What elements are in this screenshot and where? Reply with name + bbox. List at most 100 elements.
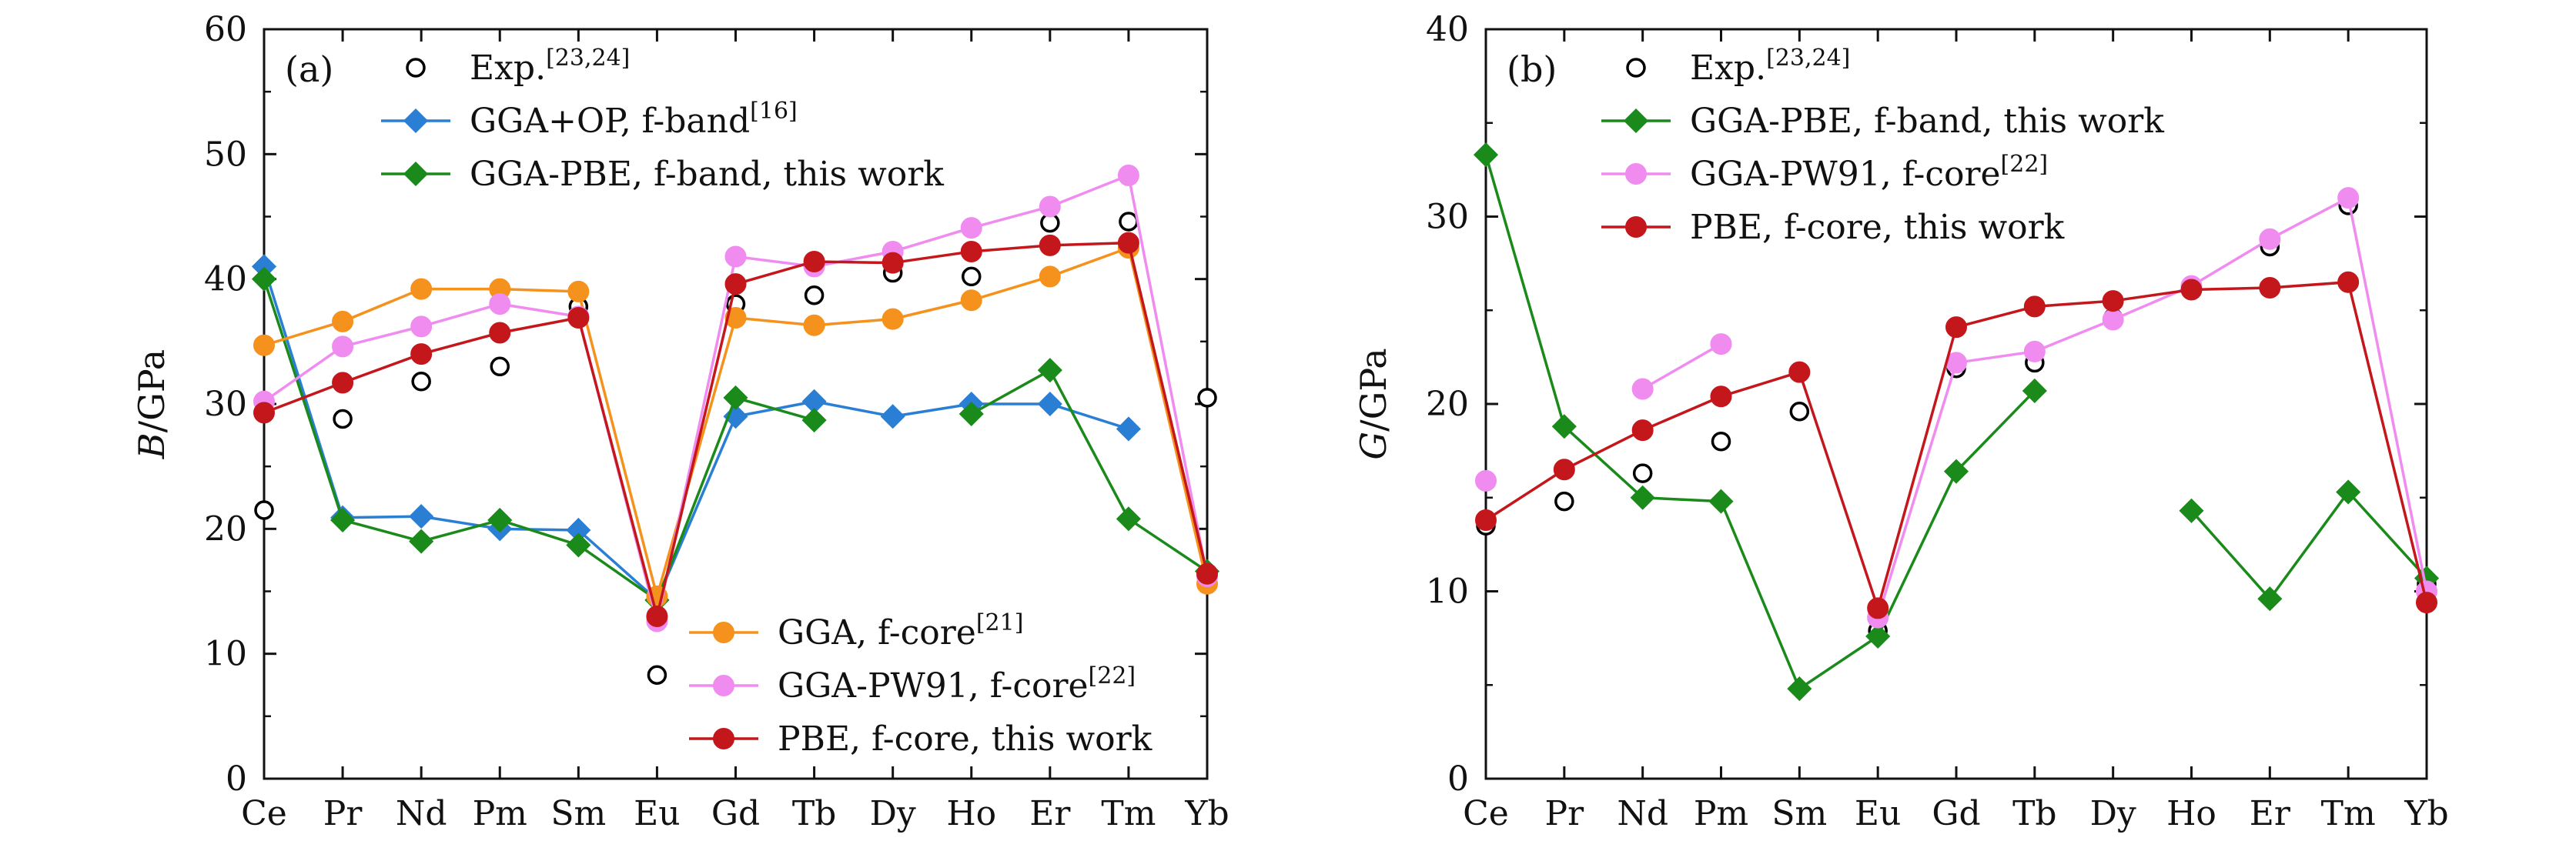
- point-pbecore-Er: [1039, 234, 1061, 256]
- point-exp-Pm: [490, 356, 510, 377]
- point-pbecore-Pr: [1553, 459, 1575, 481]
- point-pbecore-Tm: [2337, 271, 2360, 293]
- point-exp-Sm: [1789, 401, 1810, 422]
- point-pw91core-Nd: [1631, 378, 1654, 400]
- point-exp-Ho: [962, 266, 982, 287]
- point-opband-Tm: [1116, 416, 1141, 442]
- point-ggacore-Ce: [253, 334, 275, 356]
- x-tick-label-Tb: Tb: [2012, 794, 2057, 833]
- y-tick-label: 60: [204, 10, 247, 49]
- x-tick-label-Sm: Sm: [550, 794, 606, 833]
- x-tick-label-Ce: Ce: [241, 794, 287, 833]
- point-exp-Yb: [1197, 388, 1217, 408]
- point-pw91core-Tm: [1117, 164, 1139, 186]
- point-pbecore-Yb: [1196, 562, 1218, 585]
- point-ggacore-Nd: [410, 278, 433, 300]
- y-tick-label: 0: [1447, 759, 1469, 799]
- series-exp: [1476, 195, 2437, 641]
- y-tick-label: 10: [204, 635, 247, 674]
- point-pbecore-Nd: [1631, 419, 1654, 442]
- legend-entry-ggacore: GGA, f-core[21]: [689, 609, 1023, 652]
- y-tick-label: 40: [1426, 10, 1469, 49]
- x-tick-label-Tm: Tm: [2321, 794, 2376, 833]
- legend-marker-pw91core: [713, 675, 734, 696]
- legend-entry-pbeband: GGA-PBE, f-band, this work: [1601, 102, 2164, 141]
- x-tick-label-Nd: Nd: [1617, 794, 1668, 833]
- legend-entry-pw91core: GGA-PW91, f-core[22]: [689, 662, 1136, 706]
- series-pw91core: [1475, 187, 2437, 629]
- point-pbecore-Ce: [253, 402, 275, 424]
- y-tick-label: 30: [204, 385, 247, 424]
- legend-label-ggacore: GGA, f-core[21]: [778, 609, 1023, 652]
- point-pbeband-Pr: [1551, 414, 1577, 439]
- point-pbeband-Tm: [1116, 506, 1141, 532]
- x-tick-label-Gd: Gd: [711, 794, 760, 833]
- point-pbecore-Tb: [2023, 295, 2046, 318]
- point-pw91core-Er: [2259, 228, 2281, 250]
- point-pbeband-Pm: [487, 507, 513, 533]
- point-exp-Nd: [1632, 463, 1653, 483]
- point-pbeband-Nd: [1630, 485, 1655, 510]
- point-exp-Pr: [333, 409, 353, 429]
- point-pbecore-Ho: [2180, 279, 2203, 301]
- point-exp-Tb: [804, 285, 825, 305]
- panel-a-bulk-modulus-chart: 0 10 20 30 40 50 60 Ce Pr Nd Pm Sm Eu Gd Tb Dy Ho Er Tm Yb B…: [131, 10, 1229, 833]
- point-exp-Ce: [254, 500, 274, 520]
- point-ggacore-Pr: [332, 310, 354, 332]
- point-pw91core-Pr: [332, 335, 354, 358]
- point-pbecore-Eu: [646, 605, 668, 627]
- legend-label-pw91core: GGA-PW91, f-core[22]: [1690, 151, 2048, 194]
- x-tick-label-Pr: Pr: [323, 794, 363, 833]
- point-pbeband-Gd: [1943, 459, 1969, 484]
- point-pbeband-Pr: [330, 507, 356, 533]
- point-pbecore-Nd: [410, 343, 433, 365]
- x-tick-label-Nd: Nd: [396, 794, 447, 833]
- point-pbecore-Tm: [1117, 232, 1139, 254]
- legend-marker-opband: [403, 108, 429, 134]
- point-pw91core-Gd: [724, 245, 747, 268]
- x-tick-label-Pm: Pm: [473, 794, 527, 833]
- x-tick-label-Eu: Eu: [1855, 794, 1901, 833]
- point-pbecore-Pr: [332, 372, 354, 394]
- legend-label-exp: Exp.[23,24]: [470, 45, 630, 88]
- legend-marker-exp: [406, 58, 426, 78]
- legend-label-pbeband: GGA-PBE, f-band, this work: [470, 155, 944, 194]
- point-pw91core-Tb: [2023, 340, 2046, 362]
- point-pbeband-Sm: [566, 532, 591, 558]
- point-pbeband-Eu: [1865, 623, 1891, 649]
- x-tick-label-Yb: Yb: [2404, 794, 2448, 833]
- point-opband-Er: [1037, 391, 1062, 417]
- x-tick-label-Tm: Tm: [1101, 794, 1156, 833]
- point-pbecore-Sm: [567, 306, 590, 329]
- point-ggacore-Dy: [882, 308, 904, 330]
- legend-label-opband: GGA+OP, f-band[16]: [470, 98, 798, 141]
- legend-label-exp: Exp.[23,24]: [1690, 45, 1850, 88]
- point-pw91core-Pm: [1710, 333, 1732, 355]
- legend-marker-pbeband: [403, 161, 429, 187]
- series-line-pbeband: [263, 279, 815, 602]
- x-tick-label-Dy: Dy: [870, 794, 916, 833]
- point-opband-Dy: [880, 404, 905, 429]
- x-tick-label-Yb: Yb: [1184, 794, 1229, 833]
- series-pbecore: [253, 232, 1218, 627]
- point-pbecore-Dy: [2102, 290, 2124, 312]
- point-pw91core-Dy: [2102, 309, 2124, 331]
- legend-marker-pw91core: [1625, 163, 1647, 185]
- panel-label: (b): [1507, 48, 1557, 90]
- legend-entry-pbecore: PBE, f-core, this work: [689, 719, 1153, 759]
- point-pbecore-Er: [2259, 277, 2281, 299]
- point-pw91core-Tm: [2337, 187, 2360, 209]
- legend-label-pbecore: PBE, f-core, this work: [1690, 208, 2065, 247]
- series-pbeband: [1473, 142, 2440, 702]
- series-line-pbeband: [2190, 490, 2428, 600]
- legend-label-pw91core: GGA-PW91, f-core[22]: [778, 662, 1136, 706]
- point-pbeband-Er: [1037, 358, 1062, 383]
- x-tick-label-Pr: Pr: [1545, 794, 1585, 833]
- point-ggacore-Gd: [724, 306, 747, 329]
- panel-label: (a): [285, 48, 333, 90]
- point-ggacore-Sm: [567, 280, 590, 302]
- point-pw91core-Pm: [489, 293, 511, 315]
- legend-label-pbecore: PBE, f-core, this work: [778, 719, 1153, 759]
- point-ggacore-Tb: [803, 314, 825, 336]
- x-tick-label-Tb: Tb: [792, 794, 837, 833]
